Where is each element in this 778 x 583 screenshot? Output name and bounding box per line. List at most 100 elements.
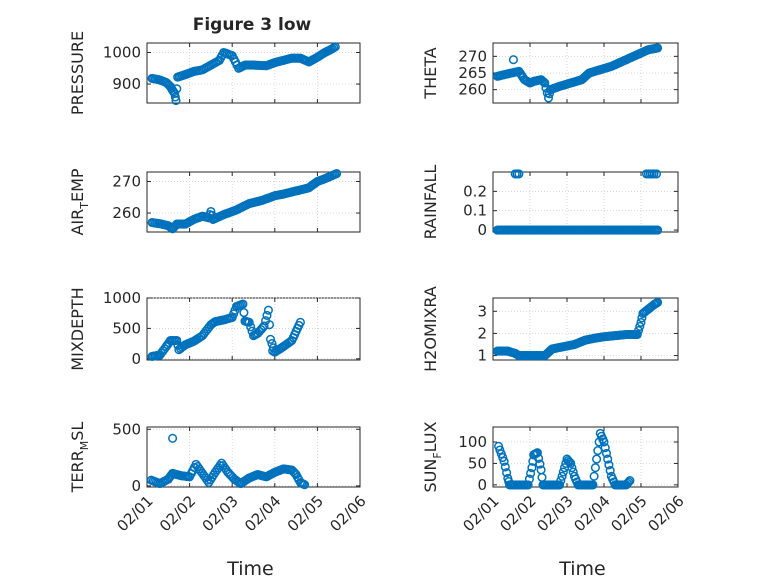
y-tick-label: 270 <box>458 47 487 65</box>
data-point <box>244 317 254 327</box>
data-point <box>172 84 182 94</box>
data-point <box>262 310 272 320</box>
plot-area <box>492 171 679 233</box>
data-point <box>603 454 613 464</box>
data-point <box>535 459 545 469</box>
y-tick-label: 260 <box>458 81 487 99</box>
y-axis-label: AIRTEMP <box>68 168 91 235</box>
data-point <box>637 313 647 323</box>
y-tick-label: 270 <box>112 172 141 190</box>
data-point <box>170 92 180 102</box>
y-tick-label: 1000 <box>103 43 141 61</box>
data-point <box>592 454 602 464</box>
y-tick-label: 0 <box>477 476 487 494</box>
data-point <box>523 480 533 490</box>
x-tick-label: 02/05 <box>284 492 327 535</box>
data-point <box>532 448 542 458</box>
data-point <box>499 456 509 466</box>
data-point <box>537 76 547 86</box>
data-point <box>557 471 567 481</box>
data-point <box>624 477 634 487</box>
data-point <box>563 456 573 466</box>
y-tick-label: 500 <box>112 319 141 337</box>
data-point <box>604 460 614 470</box>
data-point <box>246 322 256 332</box>
data-point <box>636 317 646 327</box>
data-point <box>599 437 609 447</box>
y-axis-label: SUNFLUX <box>421 421 444 492</box>
data-point <box>264 320 275 330</box>
y-tick-label: 3 <box>477 302 487 320</box>
y-tick-label: 500 <box>112 420 141 438</box>
data-point <box>589 471 599 481</box>
data-point <box>172 335 182 346</box>
data-point <box>653 43 663 53</box>
x-tick-label: 02/02 <box>156 492 199 535</box>
y-tick-label: 265 <box>458 64 487 82</box>
data-point <box>605 466 615 476</box>
data-point <box>332 169 342 179</box>
subplot-mixdepth: 0 500 1000 MIXDEPTH <box>68 287 361 371</box>
data-point <box>202 475 212 485</box>
data-point <box>590 463 600 473</box>
data-point <box>653 225 663 235</box>
data-point <box>330 42 340 52</box>
x-tick-label: 02/03 <box>533 492 576 535</box>
data-point <box>215 460 225 471</box>
data-point <box>633 325 644 336</box>
y-tick-label: 0.2 <box>463 182 487 200</box>
x-axis-label: Time <box>558 558 606 580</box>
x-tick-label: 02/01 <box>113 492 156 535</box>
data-point <box>600 443 610 453</box>
y-tick-label: 0.1 <box>463 202 487 220</box>
data-point <box>540 78 550 88</box>
data-point <box>238 299 248 309</box>
y-tick-label: 1000 <box>103 289 141 307</box>
y-axis-label: PRESSURE <box>68 31 87 115</box>
data-point <box>534 453 544 463</box>
x-tick-label: 02/04 <box>570 492 613 535</box>
data-point <box>508 55 518 65</box>
data-point <box>635 321 645 331</box>
y-tick-label: 900 <box>112 75 141 93</box>
data-point <box>555 480 565 490</box>
data-point <box>263 305 273 315</box>
data-point <box>556 476 566 486</box>
y-axis-label: RAINFALL <box>421 165 440 240</box>
data-point <box>171 95 181 106</box>
y-axis-label: MIXDEPTH <box>68 287 87 370</box>
subplot-terr-m-sl: 0 500 02/01 02/02 02/03 02/04 02/05 02/06 Time TE… <box>68 420 370 580</box>
data-point <box>566 458 576 468</box>
y-axis-label: TERRMSL <box>68 422 91 494</box>
data-point <box>300 480 310 490</box>
data-point <box>500 462 510 472</box>
data-point <box>564 457 575 467</box>
x-tick-label: 02/02 <box>496 492 539 535</box>
y-axis-label: THETA <box>421 47 440 99</box>
data-point <box>239 308 249 318</box>
data-point <box>268 346 278 356</box>
y-tick-label: 0 <box>477 221 487 239</box>
data-point <box>206 206 216 217</box>
x-tick-label: 02/06 <box>326 492 369 535</box>
subplot-pressure: 900 1000 PRESSURE <box>68 31 361 115</box>
subplot-air-t-emp: 260 270 AIRTEMP <box>68 168 361 236</box>
data-point <box>567 463 577 473</box>
data-point <box>653 297 663 307</box>
data-point <box>543 93 554 103</box>
data-point <box>526 468 536 478</box>
y-tick-label: 0 <box>131 477 141 495</box>
data-point <box>588 480 598 490</box>
y-tick-label: 2 <box>477 324 487 342</box>
y-tick-label: 260 <box>112 204 141 222</box>
figure-title: Figure 3 low <box>193 15 312 35</box>
data-point <box>651 169 662 179</box>
y-tick-label: 50 <box>468 454 487 472</box>
data-point <box>168 433 178 443</box>
data-point <box>625 476 635 486</box>
data-point <box>558 467 568 477</box>
